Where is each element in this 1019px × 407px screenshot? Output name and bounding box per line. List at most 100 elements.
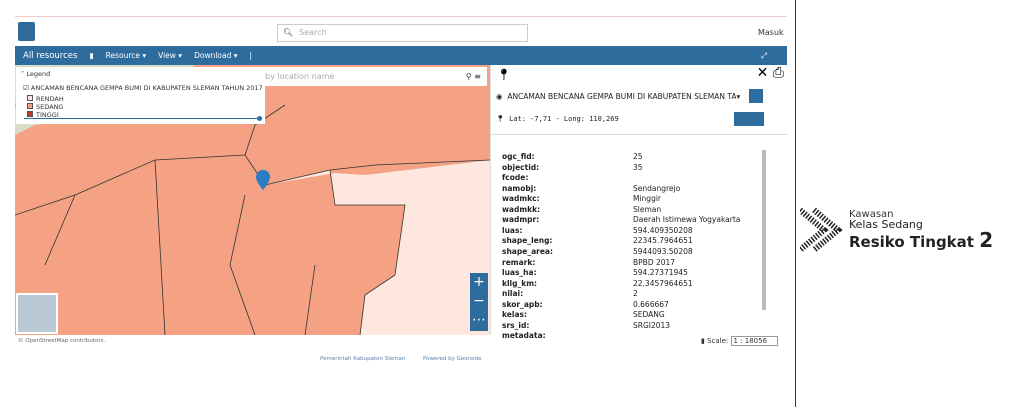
attribute-key: shape_leng: [502, 236, 553, 246]
legend-panel: ˅ Legend ☑ ANCAMAN BENCANA GEMPA BUMI DI… [16, 67, 265, 124]
login-link[interactable]: Masuk [758, 28, 784, 37]
attribute-value: Sleman [633, 204, 662, 214]
attribute-row: metadata: [502, 331, 633, 340]
attribute-key: luas: [502, 225, 523, 235]
attribute-value: 594.27371945 [633, 268, 688, 278]
chart-btn[interactable] [749, 89, 763, 103]
class-label: RENDAH [36, 95, 64, 103]
class-label: SEDANG [36, 103, 64, 111]
search-box[interactable]: 🔍︎ Search [277, 24, 528, 42]
attribute-key: shape_area: [502, 246, 553, 256]
close-print[interactable]: ✕ ⎙ [756, 65, 784, 81]
badge-text: Kawasan [849, 209, 894, 220]
attribute-value: 25 [633, 152, 643, 161]
attribute-key: kelas: [502, 310, 527, 320]
legend-class: SEDANG [27, 103, 64, 111]
nav-item[interactable]: Resource ▾ [105, 51, 147, 60]
attribute-key: wadmkc: [502, 194, 540, 204]
layer-title[interactable]: ANCAMAN BENCANA GEMPA BUMI DI KABUPATEN … [507, 92, 737, 101]
swatch [27, 111, 33, 117]
nav-bar: All resources ▮ Resource ▾ View ▾ Download ▾… [15, 46, 787, 65]
attribute-key: wadmpr: [502, 215, 540, 225]
identify-panel: 📍︎ ✕ ⎙ ◉ ANCAMAN BENCANA GEMPA BUMI DI K… [490, 65, 788, 335]
nav-item[interactable]: View ▾ [158, 51, 183, 60]
badge-text: Resiko Tingkat [849, 233, 974, 251]
divider [795, 0, 796, 407]
attribute-value: Minggir [633, 194, 661, 204]
badge-number: 2 [979, 228, 994, 252]
attribute-row: kllg_km: 22.3457964651 [502, 279, 693, 288]
slider-handle[interactable] [257, 116, 262, 121]
attribute-key: kllg_km: [502, 278, 538, 288]
class-label: TINGGI [36, 111, 59, 119]
legend-layer[interactable]: ☑ ANCAMAN BENCANA GEMPA BUMI DI KABUPATE… [23, 84, 263, 92]
attribute-row: remark: BPBD 2017 [502, 258, 675, 267]
top-border [15, 16, 787, 17]
attribute-key: nilai: [502, 289, 524, 299]
attribute-row: kelas: SEDANG [502, 310, 665, 319]
legend-title-text: Legend [26, 70, 51, 78]
attribute-key: luas_ha: [502, 268, 537, 278]
attribute-key: srs_id: [502, 320, 530, 330]
attribute-row: wadmkk: Sleman [502, 205, 661, 214]
legend-class: RENDAH [27, 95, 64, 103]
attribute-key: skor_apb: [502, 299, 543, 309]
attribute-value: SEDANG [633, 310, 665, 320]
badge-title: Resiko Tingkat 2 [849, 228, 993, 252]
attribute-value: 35 [633, 162, 643, 172]
attribute-key: remark: [502, 257, 536, 267]
legend-title[interactable]: ˅ Legend [21, 70, 51, 78]
separator: | [249, 51, 253, 60]
attribute-value: 594.409350208 [633, 225, 693, 235]
attribute-value: 22345.7964651 [633, 236, 693, 246]
nav-item[interactable]: All resources [23, 51, 78, 61]
attribute-value: 2 [633, 289, 638, 299]
attribute-value: BPBD 2017 [633, 257, 676, 267]
attribute-row: wadmpr: Daerah Istimewa Yogyakarta [502, 215, 740, 224]
attribute-row: luas_ha: 594.27371945 [502, 268, 688, 277]
info-btns[interactable] [734, 112, 764, 126]
zoom-controls[interactable]: + − ⋯ [470, 273, 488, 331]
attribute-row: nilai: 2 [502, 289, 638, 298]
footer-link[interactable]: Pemerintah Kabupaten Sleman [320, 356, 406, 362]
location-placeholder: by location name [265, 72, 335, 81]
badge-text: Kelas Sedang [849, 218, 923, 231]
location-search[interactable]: by location name ⚲ ≡ [265, 67, 487, 86]
nav-item[interactable]: Download ▾ [194, 51, 238, 60]
legend-classes: RENDAH SEDANG TINGGI [27, 95, 64, 119]
scale-select[interactable]: 1 : 18056 [730, 336, 779, 346]
attribute-row: shape_area: 5944093.50208 [502, 247, 693, 256]
coordinates: Lat: -7,71 - Long: 110,269 [509, 115, 619, 123]
attribute-row: objectid: 35 [502, 163, 643, 172]
attribute-row: srs_id: SRGI2013 [502, 321, 670, 330]
scrollbar[interactable] [762, 150, 766, 310]
attribute-row: shape_leng: 22345.7964651 [502, 236, 693, 245]
swatch [27, 95, 33, 101]
fullscreen-icon[interactable]: ⤢ [761, 51, 767, 60]
swatch [27, 103, 33, 109]
search-placeholder: Search [299, 28, 327, 37]
footer-link[interactable]: Powered by Geonode [423, 356, 482, 362]
attribute-key: objectid: [502, 162, 540, 172]
attribute-key: namobj: [502, 183, 537, 193]
scale-control: ▮ Scale: 1 : 18056 [701, 336, 779, 346]
attribute-key: metadata: [502, 331, 546, 341]
attribute-value: SRGI2013 [633, 320, 671, 330]
attribute-row: fcode: [502, 173, 633, 182]
db-icon: ▮ [89, 51, 94, 60]
attribute-key: wadmkk: [502, 204, 541, 214]
logo[interactable] [18, 22, 35, 41]
legend-class: TINGGI [27, 111, 64, 119]
attribute-key: ogc_fid: [502, 152, 535, 161]
attribute-value: Sendangrejo [633, 183, 681, 193]
attribute-value: 0.666667 [633, 299, 669, 309]
attribute-row: namobj: Sendangrejo [502, 184, 680, 193]
attribute-row: skor_apb: 0.666667 [502, 300, 669, 309]
opacity-slider[interactable] [24, 118, 260, 119]
attribute-value: Daerah Istimewa Yogyakarta [633, 215, 741, 225]
scale-label: Scale: [707, 337, 729, 345]
attribute-row: luas: 594.409350208 [502, 226, 693, 235]
attribute-key: fcode: [502, 173, 529, 183]
layer-name: ANCAMAN BENCANA GEMPA BUMI DI KABUPATEN … [30, 84, 263, 92]
